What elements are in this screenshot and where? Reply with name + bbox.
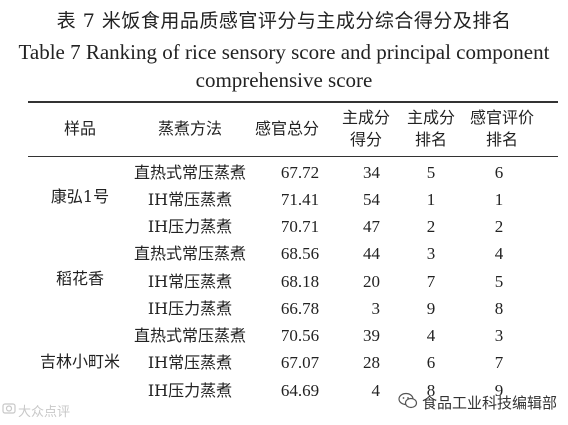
cell-pc-score: 47	[363, 217, 380, 236]
header-rule	[28, 156, 558, 157]
cell-sensory-rank: 9	[494, 381, 504, 400]
cell-sensory-rank: 8	[494, 299, 504, 318]
cell-method: IH常压蒸煮	[147, 272, 233, 291]
watermark-left: 大众点评	[18, 405, 71, 420]
cell-pc-rank: 1	[426, 190, 436, 209]
cell-pc-rank: 8	[426, 381, 436, 400]
cell-pc-score: 3	[371, 299, 381, 318]
cell-sensory-rank: 1	[494, 190, 504, 209]
cell-sensory-total: 70.56	[280, 326, 320, 345]
header-pc-rank-line1: 主成分	[406, 108, 455, 127]
cell-sensory-total: 66.78	[280, 299, 320, 318]
cell-method: IH压力蒸煮	[147, 381, 233, 400]
cell-method: IH压力蒸煮	[147, 299, 233, 318]
sample-label: 吉林小町米	[39, 352, 120, 371]
camera-icon	[2, 403, 16, 414]
cell-sensory-rank: 7	[494, 353, 504, 372]
cell-sensory-total: 67.72	[280, 163, 320, 182]
cell-sensory-total: 68.56	[280, 244, 320, 263]
cell-pc-score: 4	[371, 381, 381, 400]
sample-label: 康弘1号	[50, 187, 110, 206]
cell-pc-score: 39	[363, 326, 380, 345]
watermark-right: 食品工业科技编辑部	[422, 394, 558, 412]
header-pc-score-line2: 得分	[349, 130, 382, 149]
cell-pc-rank: 3	[426, 244, 436, 263]
cell-pc-rank: 5	[426, 163, 436, 182]
table-title-en-line2: comprehensive score	[195, 68, 373, 92]
cell-sensory-rank: 6	[494, 163, 504, 182]
cell-pc-score: 54	[363, 190, 380, 209]
header-sensory-rank-line1: 感官评价	[469, 108, 534, 127]
cell-sensory-rank: 4	[494, 244, 504, 263]
cell-sensory-total: 67.07	[280, 353, 320, 372]
cell-sensory-total: 64.69	[280, 381, 320, 400]
cell-sensory-rank: 2	[494, 217, 504, 236]
cell-sensory-total: 68.18	[280, 272, 320, 291]
sample-label: 稻花香	[55, 269, 104, 288]
header-pc-score-line1: 主成分	[341, 108, 390, 127]
header-method: 蒸煮方法	[157, 119, 222, 138]
cell-sensory-total: 70.71	[280, 217, 320, 236]
header-sensory-rank-line2: 排名	[485, 130, 518, 149]
cell-sensory-rank: 5	[494, 272, 504, 291]
cell-pc-score: 34	[363, 163, 380, 182]
cell-pc-score: 20	[363, 272, 380, 291]
cell-sensory-rank: 3	[494, 326, 504, 345]
table-title-en-line1: Table 7 Ranking of rice sensory score an…	[18, 40, 550, 64]
cell-pc-score: 44	[363, 244, 380, 263]
wechat-icon	[398, 392, 418, 409]
cell-method: 直热式常压蒸煮	[133, 244, 246, 263]
cell-pc-rank: 2	[426, 217, 436, 236]
table-title-cn: 表 7 米饭食用品质感官评分与主成分综合得分及排名	[56, 10, 512, 32]
cell-method: IH常压蒸煮	[147, 190, 233, 209]
cell-method: IH压力蒸煮	[147, 217, 233, 236]
top-rule	[28, 101, 558, 103]
cell-method: 直热式常压蒸煮	[133, 163, 246, 182]
cell-pc-rank: 7	[426, 272, 436, 291]
header-sensory-total: 感官总分	[254, 119, 319, 138]
cell-method: IH常压蒸煮	[147, 353, 233, 372]
cell-pc-rank: 9	[426, 299, 436, 318]
cell-pc-score: 28	[363, 353, 380, 372]
header-pc-rank-line2: 排名	[414, 130, 447, 149]
cell-pc-rank: 4	[426, 326, 436, 345]
header-sample: 样品	[63, 119, 96, 138]
cell-pc-rank: 6	[426, 353, 436, 372]
cell-method: 直热式常压蒸煮	[133, 326, 246, 345]
cell-sensory-total: 71.41	[280, 190, 320, 209]
